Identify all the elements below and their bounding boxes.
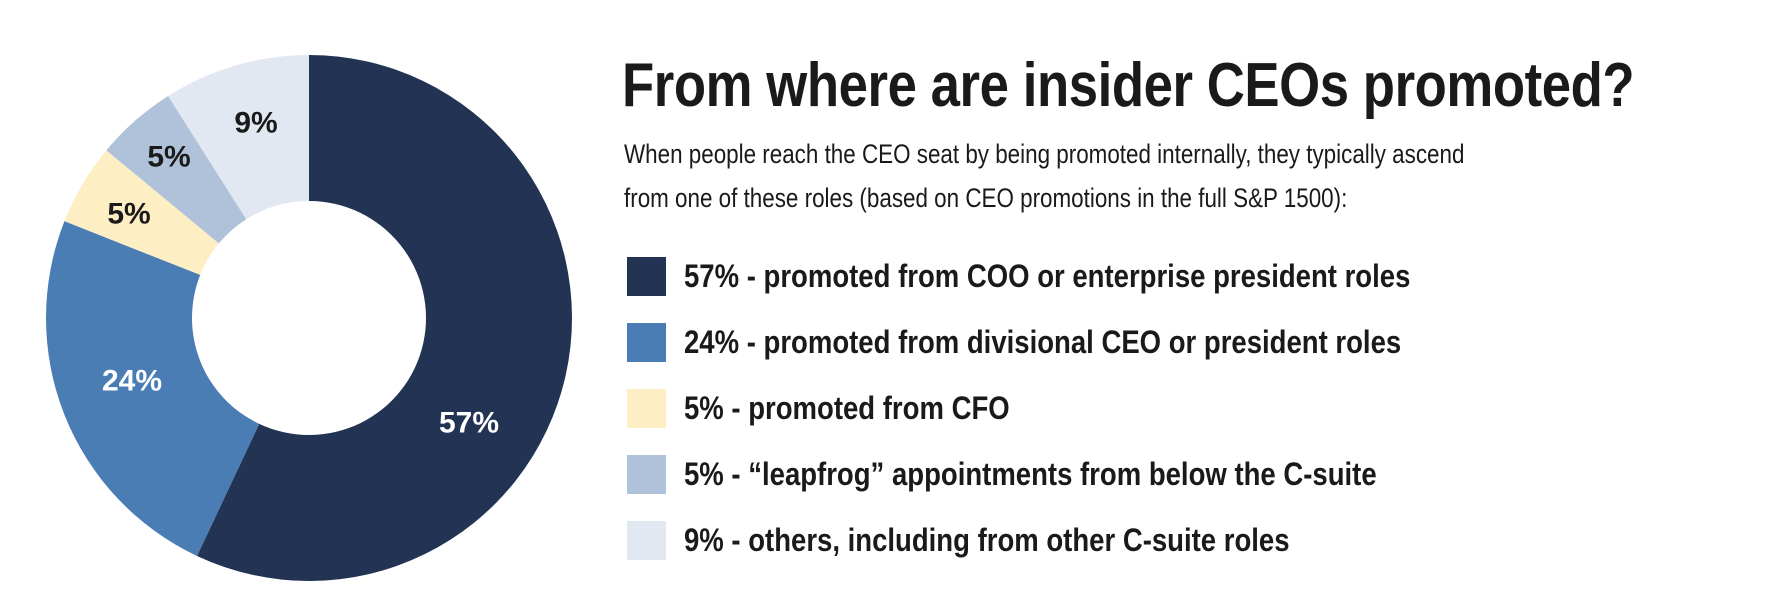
donut-chart: 57% 24% 5% 5% 9% [45,55,572,581]
legend-item: 5% - “leapfrog” appointments from below … [627,455,1529,494]
legend-swatch [627,257,666,296]
legend-label: 57% - promoted from COO or enterprise pr… [684,258,1411,294]
chart-title: From where are insider CEOs promoted? [622,51,1635,120]
legend-item: 57% - promoted from COO or enterprise pr… [627,257,1529,296]
slice-label: 9% [234,107,277,140]
legend-swatch [627,323,666,362]
donut-slice [45,221,260,556]
legend-swatch [627,521,666,560]
donut-slice [106,95,247,244]
legend-label: 5% - “leapfrog” appointments from below … [684,456,1377,492]
donut-slice [64,150,219,275]
legend-item: 5% - promoted from CFO [627,389,1529,428]
legend-swatch [627,455,666,494]
slice-label: 24% [102,365,162,398]
slice-label: 5% [147,141,190,174]
subtitle-line-1: When people reach the CEO seat by being … [624,139,1465,169]
slice-label: 5% [107,198,150,231]
legend-swatch [627,389,666,428]
legend-label: 5% - promoted from CFO [684,390,1010,426]
donut-slice [168,55,309,220]
legend-item: 24% - promoted from divisional CEO or pr… [627,323,1529,362]
donut-slice [197,55,572,581]
subtitle-line-2: from one of these roles (based on CEO pr… [624,183,1348,213]
legend-label: 24% - promoted from divisional CEO or pr… [684,324,1402,360]
chart-subtitle: When people reach the CEO seat by being … [624,132,1464,220]
legend: 57% - promoted from COO or enterprise pr… [627,257,1529,587]
legend-label: 9% - others, including from other C-suit… [684,522,1290,558]
slice-label: 57% [439,407,499,440]
legend-item: 9% - others, including from other C-suit… [627,521,1529,560]
